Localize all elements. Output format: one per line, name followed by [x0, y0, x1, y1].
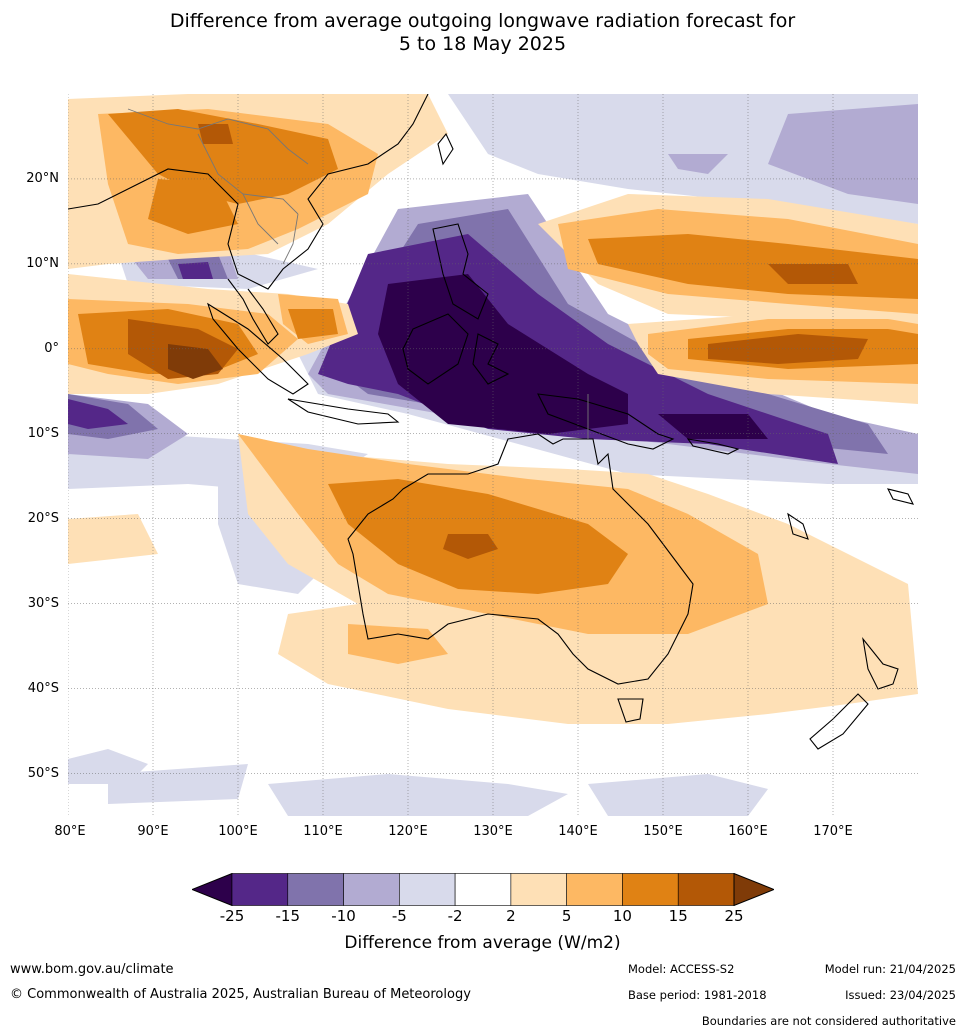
vanuatu-coastline	[787, 512, 809, 540]
latitude-label: 40°S	[27, 680, 59, 696]
anomaly-band-extreme-negative	[378, 274, 768, 439]
latitude-label: 10°N	[26, 255, 59, 271]
website-link[interactable]: www.bom.gov.au/climate	[10, 962, 174, 977]
tasmania-coastline	[617, 698, 644, 723]
longitude-label: 160°E	[728, 824, 768, 839]
country-borders	[127, 108, 589, 439]
copyright-text: © Commonwealth of Australia 2025, Austra…	[10, 987, 471, 1002]
longitude-label: 100°E	[218, 824, 258, 839]
australia-coastline	[347, 433, 694, 685]
colorbar-segment	[454, 873, 512, 906]
colorbar-segment	[399, 873, 456, 906]
colorbar-tick-label: -2	[447, 907, 463, 925]
olr-anomaly-map	[68, 94, 918, 816]
latitude-label: 50°S	[27, 765, 59, 781]
graticule	[68, 94, 918, 816]
colorbar-tick-label: 15	[668, 907, 688, 925]
colorbar-segment	[287, 873, 344, 906]
mainland-asia-coastline	[68, 94, 429, 290]
colorbar-tick-label: 5	[561, 907, 572, 925]
sulawesi-coastline	[472, 333, 510, 385]
colorbar-segment	[231, 873, 289, 906]
longitude-label: 170°E	[813, 824, 853, 839]
coastlines	[68, 94, 915, 750]
borneo-coastline	[402, 313, 469, 385]
colorbar-tick-label: 25	[724, 907, 744, 925]
colorbar-extend-low	[192, 873, 233, 906]
longitude-label: 120°E	[388, 824, 428, 839]
colorbar-tick-label: 2	[506, 907, 516, 925]
colorbar-extend-high	[733, 873, 774, 906]
colorbar-segment	[343, 873, 400, 906]
philippines-coastline	[432, 223, 489, 320]
solomon-islands-coastline	[686, 438, 740, 455]
longitude-label: 130°E	[473, 824, 513, 839]
base-period: Base period: 1981-2018	[628, 988, 767, 1002]
chart-title: Difference from average outgoing longwav…	[0, 10, 965, 56]
issued-date: Issued: 23/04/2025	[845, 988, 956, 1002]
colorbar-tick-label: -5	[391, 907, 407, 925]
colorbar-tick-label: -10	[331, 907, 356, 925]
longitude-label: 90°E	[137, 824, 169, 839]
malay-peninsula-coastline	[227, 278, 279, 345]
colorbar-tick-label: -25	[219, 907, 245, 925]
anomaly-band-extreme-positive	[168, 344, 223, 379]
colorbar-tick-label: -15	[275, 907, 301, 925]
colorbar-segment	[566, 873, 623, 906]
fiji-coastline	[886, 488, 915, 505]
title-line-2: 5 to 18 May 2025	[398, 33, 567, 55]
latitude-label: 20°N	[26, 170, 59, 186]
sumatra-coastline	[206, 302, 309, 395]
longitude-label: 80°E	[54, 824, 86, 839]
latitude-label: 30°S	[27, 595, 59, 611]
taiwan-coastline	[437, 132, 454, 166]
colorbar	[192, 873, 774, 906]
model-run-date: Model run: 21/04/2025	[824, 962, 956, 976]
colorbar-tick-label: 10	[612, 907, 632, 925]
latitude-label: 10°S	[27, 425, 59, 441]
new-guinea-coastline	[537, 393, 675, 450]
colorbar-label: Difference from average (W/m2)	[344, 933, 621, 953]
latitude-label: 20°S	[27, 510, 59, 526]
model-name: Model: ACCESS-S2	[628, 962, 735, 976]
colorbar-segment	[677, 873, 735, 906]
title-line-1: Difference from average outgoing longwav…	[169, 10, 796, 32]
map-canvas	[68, 94, 918, 816]
latitude-label: 0°	[44, 340, 59, 356]
longitude-label: 150°E	[643, 824, 683, 839]
longitude-label: 140°E	[558, 824, 598, 839]
java-coastline	[287, 398, 400, 425]
colorbar-segment	[510, 873, 567, 906]
colorbar-segment	[622, 873, 679, 906]
longitude-label: 110°E	[303, 824, 343, 839]
boundaries-disclaimer: Boundaries are not considered authoritat…	[701, 1014, 956, 1028]
